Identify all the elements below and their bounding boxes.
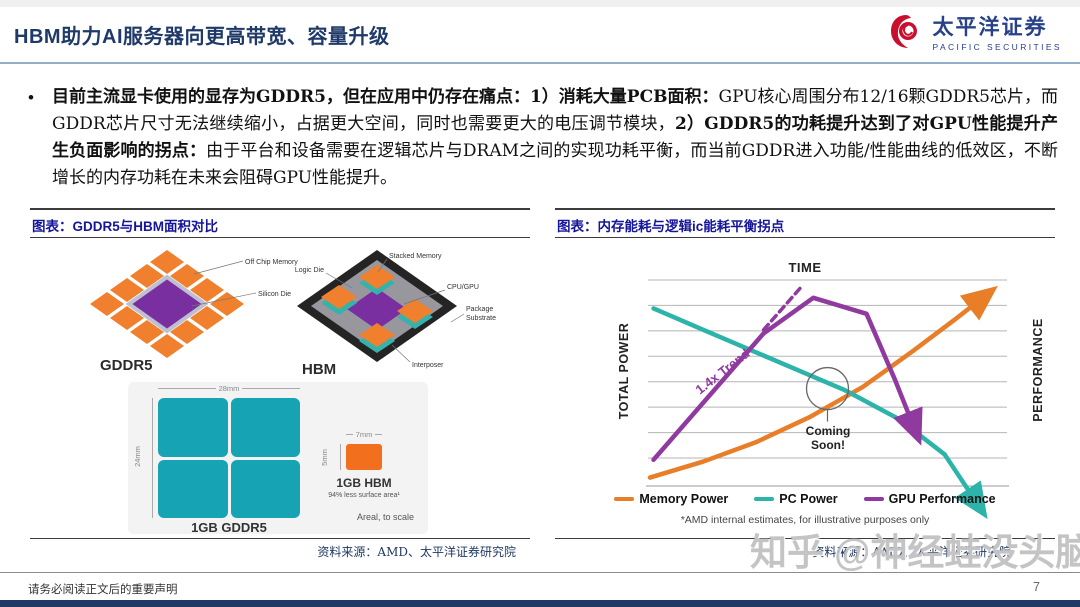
gddr5-chips-grid xyxy=(158,398,300,518)
label-package-substrate-1: Package xyxy=(466,306,493,313)
footer-divider xyxy=(0,572,1080,573)
caption-top-rule xyxy=(30,208,530,210)
logo-name-en: PACIFIC SECURITIES xyxy=(932,42,1062,52)
leader-off-chip-memory xyxy=(193,260,244,275)
header-divider xyxy=(0,62,1080,64)
chart-ylabel-total-power: TOTAL POWER xyxy=(617,322,631,420)
footer-disclaimer: 请务必阅读正文后的重要声明 xyxy=(28,582,178,596)
body-paragraph: • 目前主流显卡使用的显存为GDDR5，但在应用中仍存在痛点：1）消耗大量PCB… xyxy=(28,84,1058,192)
paragraph-bold-2: 2）GDDR5的功耗提升达到了对GPU性能提升产生负面影响的拐点： xyxy=(52,114,1058,161)
left-source-caption: 资料来源：AMD、太平洋证券研究院 xyxy=(317,545,516,559)
legend-item-pc-power: PC Power xyxy=(754,492,838,506)
hbm-width-value: 7mm xyxy=(355,430,373,439)
paragraph-bold-1: 目前主流显卡使用的显存为GDDR5，但在应用中仍存在痛点：1）消耗大量PCB面积… xyxy=(52,87,719,107)
hbm-cpu-gpu-die xyxy=(347,288,407,330)
label-interposer: Interposer xyxy=(412,362,444,369)
gpu-performance-swatch xyxy=(863,497,884,501)
gddr5-title: GDDR5 xyxy=(100,357,153,374)
panel-bottom-rule xyxy=(555,538,1055,539)
trend-annotation: 1.4x Trend xyxy=(692,345,753,398)
leader-cpu-gpu xyxy=(403,289,446,305)
memory-power-swatch xyxy=(614,497,635,501)
hbm-area-label: 1GB HBM xyxy=(336,476,392,490)
caption-top-rule xyxy=(555,208,1055,210)
caption-bottom-rule xyxy=(555,237,1055,238)
pacific-securities-icon xyxy=(890,14,917,48)
hbm-surface-note: 94% less surface area¹ xyxy=(328,492,400,499)
page-title: HBM助力AI服务器向更高带宽、容量升级 xyxy=(14,26,390,48)
paragraph-text: 目前主流显卡使用的显存为GDDR5，但在应用中仍存在痛点：1）消耗大量PCB面积… xyxy=(52,84,1058,192)
hbm-title: HBM xyxy=(302,361,336,378)
gddr5-chip xyxy=(230,398,300,457)
legend-item-memory-power: Memory Power xyxy=(614,492,728,506)
paragraph-regular-2: 由于平台和设备需要在逻辑芯片与DRAM之间的实现功耗平衡，而当前GDDR进入功能… xyxy=(52,141,1059,188)
leader-logic-die xyxy=(325,272,353,289)
hbm-height-value: 5mm xyxy=(319,449,329,466)
logo-name-cn: 太平洋证券 xyxy=(932,16,1048,39)
right-source-caption: 资料来源：AMD、太平洋证券研究院 xyxy=(812,545,1011,559)
legend-item-gpu-performance: GPU Performance xyxy=(863,492,996,506)
label-stacked-memory: Stacked Memory xyxy=(389,253,442,260)
gddr5-height-value: 24mm xyxy=(132,446,142,467)
pc-power-swatch xyxy=(754,497,775,501)
leader-interposer xyxy=(391,344,411,363)
chart-footnote: *AMD internal estimates, for illustrativ… xyxy=(680,514,930,526)
label-off-chip-memory: Off Chip Memory xyxy=(245,259,298,266)
bullet-marker: • xyxy=(28,88,34,107)
legend-label: GPU Performance xyxy=(888,492,996,506)
footer-bar xyxy=(0,600,1080,607)
hbm-height-ruler xyxy=(340,444,341,470)
label-package-substrate-2: Substrate xyxy=(466,315,496,322)
hbm-diagram: Logic Die Stacked Memory CPU/GPU Package… xyxy=(295,250,496,378)
area-comparison-figure: 28mm 24mm 1GB GDDR5 7mm 5mm 1GB HBM 94% … xyxy=(128,382,428,535)
gddr5-area-label: 1GB GDDR5 xyxy=(191,520,267,535)
figure-panel-gddr5-hbm-area: 图表：GDDR5与HBM面积对比 Off Chip Memory xyxy=(30,208,530,560)
panel-bottom-rule xyxy=(30,538,530,539)
gddr5-chip xyxy=(158,459,228,518)
top-strip xyxy=(0,0,1080,7)
right-figure-caption: 图表：内存能耗与逻辑ic能耗平衡拐点 xyxy=(557,219,785,234)
chart-title-time: TIME xyxy=(788,260,822,275)
coming-soon-annotation: Coming Soon! xyxy=(805,424,851,452)
company-logo: 太平洋证券 PACIFIC SECURITIES xyxy=(887,11,1062,52)
caption-bottom-rule xyxy=(30,237,530,238)
page-number: 7 xyxy=(1033,580,1040,594)
gddr5-chip xyxy=(158,398,228,457)
scale-note: Areal, to scale xyxy=(356,512,414,522)
figure-panel-power-balance: 图表：内存能耗与逻辑ic能耗平衡拐点 TIME TOTAL POWER PERF… xyxy=(555,208,1055,560)
gddr5-width-value: 28mm xyxy=(218,384,240,393)
hbm-chip xyxy=(346,444,382,470)
chart-legend: Memory Power PC Power GPU Performance xyxy=(555,492,1055,506)
gddr5-chip xyxy=(230,459,300,518)
label-logic-die: Logic Die xyxy=(295,267,324,274)
gddr5-silicon-die xyxy=(125,274,209,334)
chip-package-diagram: Off Chip Memory Silicon Die GDDR5 Logi xyxy=(90,250,496,378)
left-figure-caption: 图表：GDDR5与HBM面积对比 xyxy=(32,219,219,234)
leader-package-substrate xyxy=(450,313,465,323)
leader-silicon-die xyxy=(191,292,257,307)
gddr5-height-ruler xyxy=(152,398,153,518)
label-silicon-die: Silicon Die xyxy=(258,291,291,298)
zhihu-watermark: 知乎 @神经蛙没头脑 xyxy=(750,532,1080,573)
chart-ylabel-performance: PERFORMANCE xyxy=(1031,318,1045,422)
legend-label: PC Power xyxy=(779,492,838,506)
legend-label: Memory Power xyxy=(639,492,729,506)
gddr5-diagram: Off Chip Memory Silicon Die GDDR5 xyxy=(90,250,298,374)
label-cpu-gpu: CPU/GPU xyxy=(447,284,479,291)
paragraph-regular-1: GPU核心周围分布12/16颗GDDR5芯片，而GDDR芯片尺寸无法继续缩小，占… xyxy=(52,87,1059,134)
hbm-width-ruler: 7mm xyxy=(346,430,383,439)
leader-stacked-memory xyxy=(377,258,388,273)
gddr5-width-ruler: 28mm xyxy=(158,384,300,393)
